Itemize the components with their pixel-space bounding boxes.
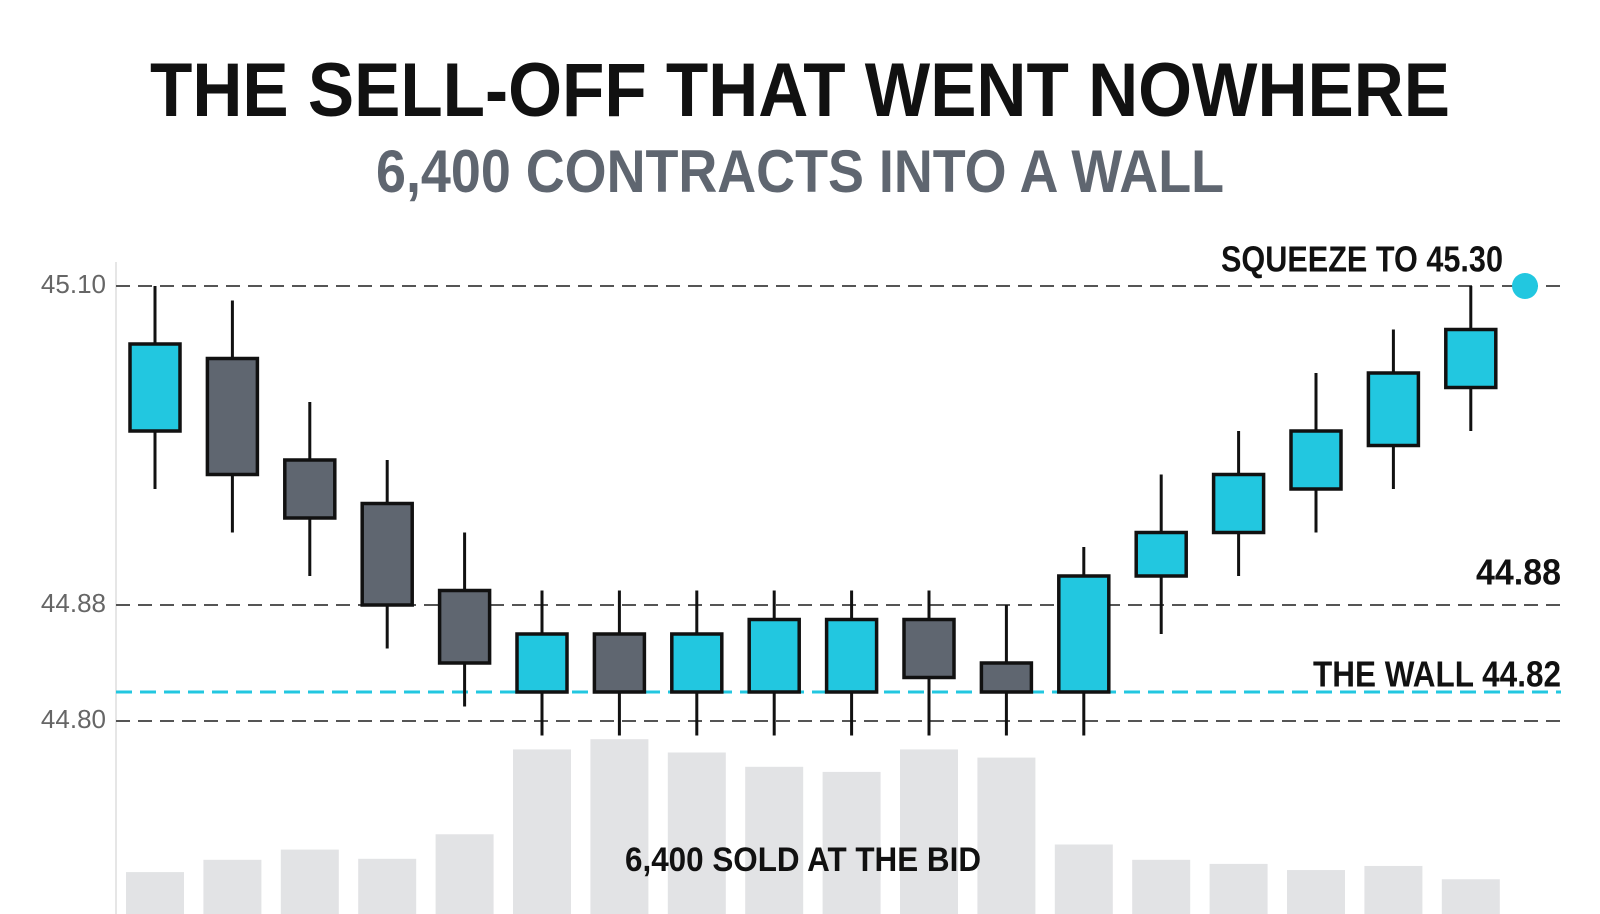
squeeze-dot — [1512, 273, 1538, 299]
volume-bar — [900, 749, 958, 914]
candle-body — [979, 661, 1034, 694]
candle-body — [902, 617, 956, 680]
volume-bar — [667, 752, 726, 914]
volume-bar — [358, 858, 417, 914]
candle-body — [437, 588, 492, 665]
volume-bar — [280, 849, 339, 914]
candle-body — [1289, 429, 1343, 491]
volume-label: 6,400 SOLD AT THE BID — [625, 841, 981, 879]
volume-bar — [1287, 870, 1345, 914]
volume-bar — [1441, 879, 1500, 914]
squeeze-label: SQUEEZE TO 45.30 — [1221, 239, 1503, 280]
volume-bar — [203, 859, 262, 914]
volume-bar — [513, 749, 571, 914]
candle-body — [1057, 574, 1111, 694]
candle-body — [1444, 327, 1498, 390]
volume-bar — [822, 771, 881, 914]
volume-bar — [1132, 859, 1191, 914]
volume-bar — [745, 766, 804, 914]
level-label: 44.88 — [1476, 552, 1561, 593]
y-tick-label: 44.80 — [41, 704, 106, 734]
volume-bar — [435, 834, 494, 914]
wall-label: THE WALL 44.82 — [1313, 654, 1561, 695]
candle-body — [515, 632, 569, 694]
candle-body — [360, 501, 414, 607]
volume-bar — [126, 872, 184, 914]
candle-body — [670, 632, 724, 694]
chart-subtitle: 6,400 CONTRACTS INTO A WALL — [376, 138, 1224, 205]
y-tick-label: 44.88 — [41, 588, 106, 618]
candle-body — [205, 356, 260, 477]
volume-bar — [1209, 863, 1268, 914]
candle-body — [128, 342, 182, 433]
candle-body — [283, 458, 337, 520]
candle-body — [1134, 530, 1188, 578]
volume-bar — [590, 739, 649, 914]
candle-body — [592, 632, 647, 694]
volume-bar — [977, 757, 1036, 914]
candle-body — [1211, 472, 1266, 535]
candle-body — [1366, 371, 1421, 448]
candle-body — [747, 617, 801, 694]
y-tick-label: 45.10 — [41, 269, 106, 299]
volume-bar — [1364, 865, 1423, 914]
chart-title: THE SELL-OFF THAT WENT NOWHERE — [150, 48, 1450, 133]
candle-body — [824, 617, 879, 694]
volume-bar — [1054, 844, 1113, 914]
